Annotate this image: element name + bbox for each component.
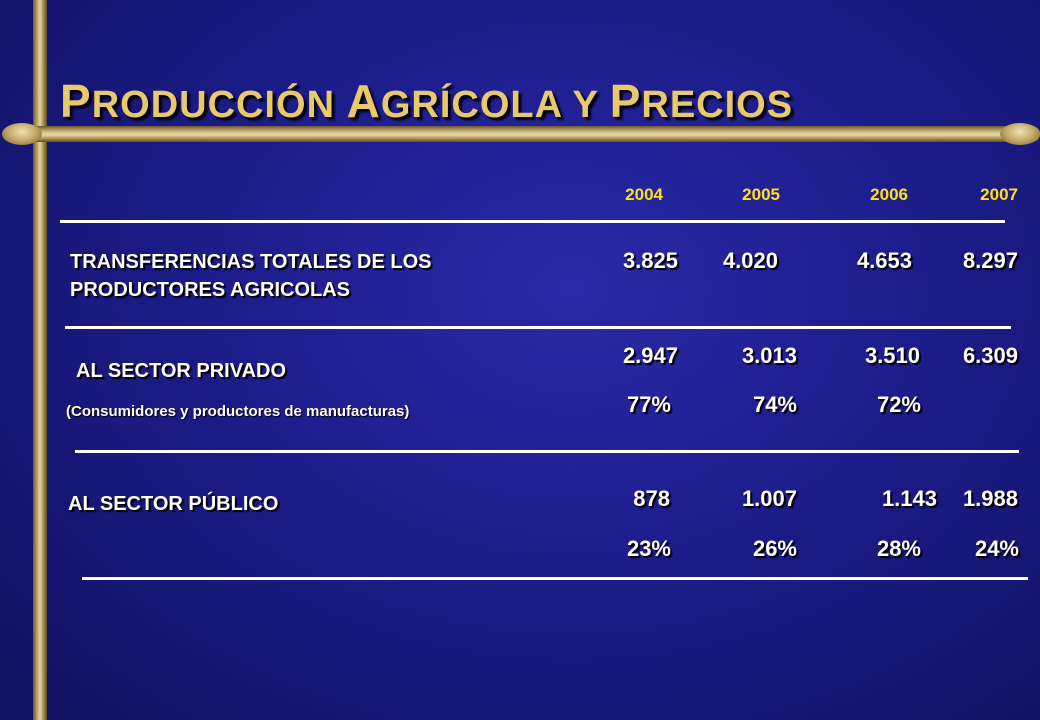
publico-percent-2004: 23%: [626, 536, 671, 561]
total-value-2005: 4.020: [722, 248, 778, 273]
year-header-2004: 2004: [625, 185, 663, 204]
privado-value-2007: 6.309: [962, 343, 1018, 368]
bar-end-cap-left: [2, 123, 42, 145]
year-header-2007: 2007: [980, 185, 1018, 204]
year-header-2006: 2006: [870, 185, 908, 204]
privado-percent-2006: 72%: [876, 392, 921, 417]
gold-horizontal-bar: [4, 126, 1040, 142]
publico-value-2005: 1.007: [741, 486, 797, 511]
row-sublabel-privado: (Consumidores y productores de manufactu…: [66, 403, 410, 420]
publico-value-2007: 1.988: [962, 486, 1018, 511]
divider-rule-1: [60, 220, 1005, 223]
row-label-total: TRANSFERENCIAS TOTALES DE LOS PRODUCTORE…: [70, 251, 432, 301]
total-value-2004: 3.825: [622, 248, 678, 273]
publico-value-2006: 1.143: [881, 486, 937, 511]
publico-percent-2005: 26%: [752, 536, 797, 561]
row-label-privado: AL SECTOR PRIVADO: [76, 360, 287, 382]
privado-value-2004: 2.947: [622, 343, 678, 368]
privado-percent-2004: 77%: [626, 392, 671, 417]
publico-percent-2006: 28%: [876, 536, 921, 561]
gold-vertical-bar: [33, 0, 47, 720]
privado-value-2006: 3.510: [864, 343, 920, 368]
privado-value-2005: 3.013: [741, 343, 797, 368]
publico-value-2004: 878: [633, 486, 670, 511]
row-label-publico: AL SECTOR PÚBLICO: [68, 493, 279, 515]
divider-rule-3: [75, 450, 1019, 453]
divider-rule-2: [65, 326, 1011, 329]
total-value-2006: 4.653: [856, 248, 912, 273]
publico-percent-2007: 24%: [974, 536, 1019, 561]
total-value-2007: 8.297: [962, 248, 1018, 273]
year-header-2005: 2005: [742, 185, 780, 204]
divider-rule-4: [82, 577, 1028, 580]
bar-end-cap-right: [1000, 123, 1040, 145]
privado-percent-2005: 74%: [752, 392, 797, 417]
slide-title: PRODUCCIÓN AGRÍCOLA Y PRECIOS: [60, 75, 794, 127]
